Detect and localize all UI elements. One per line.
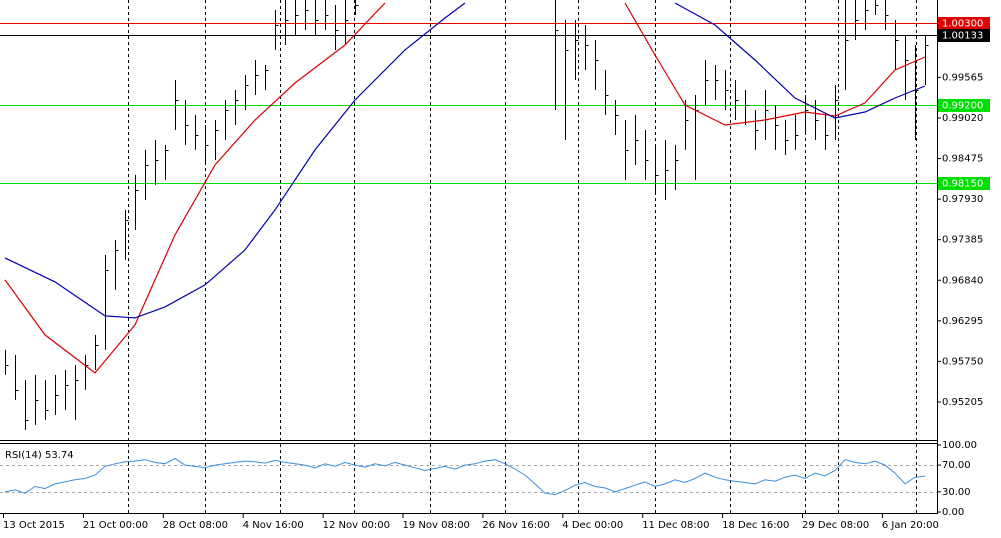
level-label-bg: [938, 29, 990, 42]
x-tick-label: 4 Nov 16:00: [243, 520, 304, 531]
x-tick-label: 18 Dec 16:00: [722, 520, 789, 531]
y-tick-label: 0.97385: [942, 235, 983, 246]
vertical-grid: [128, 0, 917, 514]
rsi-current: 53.74: [45, 450, 74, 461]
y-tick-label: 0.97930: [942, 194, 983, 205]
level-label: 0.99200: [942, 101, 983, 112]
y-tick-label: 0.95205: [942, 397, 983, 408]
x-tick-label: 6 Jan 20:00: [882, 520, 939, 531]
x-tick-label: 19 Nov 08:00: [403, 520, 470, 531]
y-tick-label: 0.99565: [942, 72, 983, 83]
y-tick-label: 0.96295: [942, 316, 983, 327]
level-label-bg: [938, 17, 990, 30]
rsi-name: RSI(14): [5, 450, 42, 461]
x-tick-label: 28 Oct 08:00: [163, 520, 228, 531]
x-tick-label: 26 Nov 16:00: [482, 520, 549, 531]
level-label-bg: [938, 177, 990, 190]
x-tick-label: 4 Dec 00:00: [562, 520, 623, 531]
y-tick-label: 0.99020: [942, 113, 983, 124]
rsi-title: RSI(14) 53.74: [5, 450, 74, 461]
rsi-tick-label: 0.00: [942, 507, 964, 518]
price-pane: [0, 0, 937, 430]
axes: [0, 0, 938, 514]
rsi-tick-label: 100.00: [942, 440, 977, 451]
x-tick-label: 11 Dec 08:00: [642, 520, 709, 531]
y-tick-label: 0.95750: [942, 356, 983, 367]
rsi-line: [4, 457, 926, 496]
level-label-bg: [938, 99, 990, 112]
rsi-tick-label: 30.00: [942, 487, 971, 498]
moving-average: [4, 2, 926, 319]
moving-average: [4, 2, 926, 374]
y-tick-label: 0.98475: [942, 154, 983, 165]
x-tick-label: 29 Dec 08:00: [802, 520, 869, 531]
rsi-pane: [0, 457, 937, 496]
x-tick-label: 13 Oct 2015: [3, 520, 65, 531]
x-tick-label: 21 Oct 00:00: [83, 520, 148, 531]
x-tick-label: 12 Nov 00:00: [323, 520, 390, 531]
y-tick-label: 0.96840: [942, 275, 983, 286]
rsi-tick-label: 70.00: [942, 460, 971, 471]
level-label: 1.00300: [942, 19, 983, 30]
level-label: 0.98150: [942, 179, 983, 190]
level-label: 1.00133: [942, 31, 983, 42]
